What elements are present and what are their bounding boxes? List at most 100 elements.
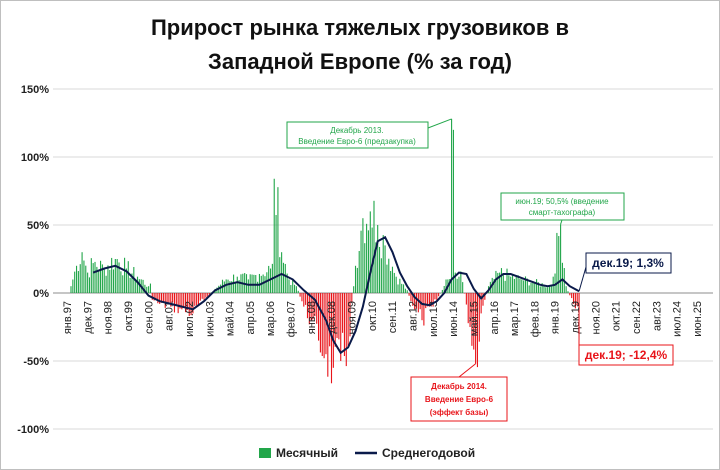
monthly-bar [318,293,320,341]
monthly-bar [306,293,309,319]
monthly-bar [290,285,292,293]
x-tick-label: окт.10 [367,301,379,331]
monthly-bar [543,284,545,293]
legend-label-average: Среднегодовой [382,446,475,460]
label-dec19-monthly-box [578,344,674,366]
monthly-bar [512,275,514,293]
x-tick-label: сен.22 [631,301,643,334]
monthly-bar [471,293,473,346]
x-tick-label: окт.99 [123,301,135,331]
y-tick-label: -50% [23,356,49,368]
monthly-bar [561,262,563,293]
monthly-bar [445,279,447,293]
monthly-bar [321,293,323,357]
monthly-bar [227,279,229,293]
monthly-bar [238,280,240,293]
monthly-bar [414,293,416,310]
monthly-bar [196,293,198,306]
monthly-bar [292,278,294,293]
annotation-dec13-line1: Декабрь 2013. [330,126,383,135]
monthly-bar [423,293,425,326]
x-tick-label: янв.97 [62,301,74,334]
monthly-bar [184,293,187,313]
monthly-bar [135,279,137,293]
monthly-bar [100,260,102,293]
monthly-bar [506,268,508,293]
label-dec19-average-leader [578,266,587,292]
annotation-dec13: Декабрь 2013. Введение Евро-6 (предзакуп… [286,118,452,149]
x-tick-label: июн.25 [692,301,704,337]
monthly-bar [347,293,349,348]
monthly-bar [149,283,151,293]
monthly-bar [159,293,161,304]
monthly-bar [399,278,401,293]
monthly-bar [473,293,475,350]
monthly-bar [360,230,362,293]
monthly-bar [138,279,140,293]
monthly-bar [286,273,288,293]
monthly-bar [197,293,200,307]
monthly-bar [236,276,238,293]
annotation-jun19-line1: июн.19; 50,5% (введение [515,197,609,206]
monthly-bar [342,293,344,333]
monthly-bar [133,267,135,293]
x-tick-label: сен.00 [143,301,155,334]
monthly-bar [443,285,445,293]
monthly-bar [406,290,408,293]
monthly-bar [288,279,290,293]
monthly-bar [356,267,358,293]
monthly-bar [484,293,486,300]
monthly-bar [112,269,115,293]
x-tick-label: май.04 [225,301,237,336]
monthly-bar [257,281,259,293]
monthly-bar [314,293,316,317]
monthly-bar [432,293,434,307]
monthly-bar [327,293,329,377]
x-tick-label: фев.18 [529,301,541,337]
monthly-bar [458,276,460,293]
monthly-bar [524,276,527,293]
chart-title: Прирост рынка тяжелых грузовиков в Запад… [1,11,719,79]
monthly-bar [354,265,357,293]
annotation-dec14-leader [458,363,476,378]
monthly-bar [144,284,146,293]
x-tick-label: апр.05 [245,301,257,334]
monthly-bar [402,284,405,293]
monthly-bar [81,252,83,293]
monthly-bar [480,293,482,314]
monthly-bar [146,286,148,293]
y-tick-label: 50% [27,220,49,232]
monthly-bar [192,293,194,314]
monthly-bar [384,245,386,293]
monthly-bar [90,258,92,293]
monthly-bar [554,273,556,293]
monthly-bar [98,270,100,293]
monthly-bar [572,293,575,304]
monthly-bar [168,293,170,305]
annotation-dec14: Декабрь 2014. Введение Евро-6 (эффект ба… [410,363,508,422]
monthly-bar [107,265,109,293]
chart-title-line2: Западной Европе (% за год) [208,49,512,74]
annotation-dec13-box [286,121,429,149]
monthly-bar [101,264,103,293]
monthly-bar [301,293,303,302]
monthly-bar [401,283,403,293]
monthly-bar [526,278,528,293]
monthly-bar [548,285,551,293]
monthly-bar [160,293,163,303]
monthly-bar [388,258,390,293]
monthly-bar [175,293,177,305]
monthly-bar [565,286,567,293]
monthly-bar [114,259,116,293]
annotation-dec14-line2: Введение Евро-6 [425,395,494,404]
monthly-bar [308,293,310,325]
monthly-bar [537,282,539,293]
x-tick-label: июл.13 [428,301,440,337]
y-tick-label: -100% [17,424,49,436]
label-dec19-average: дек.19; 1,3% [578,252,672,292]
x-tick-label: дек.97 [82,301,94,334]
monthly-bar [515,275,517,293]
monthly-bar [427,293,429,307]
monthly-bar [72,279,74,293]
monthly-bar [482,293,484,306]
